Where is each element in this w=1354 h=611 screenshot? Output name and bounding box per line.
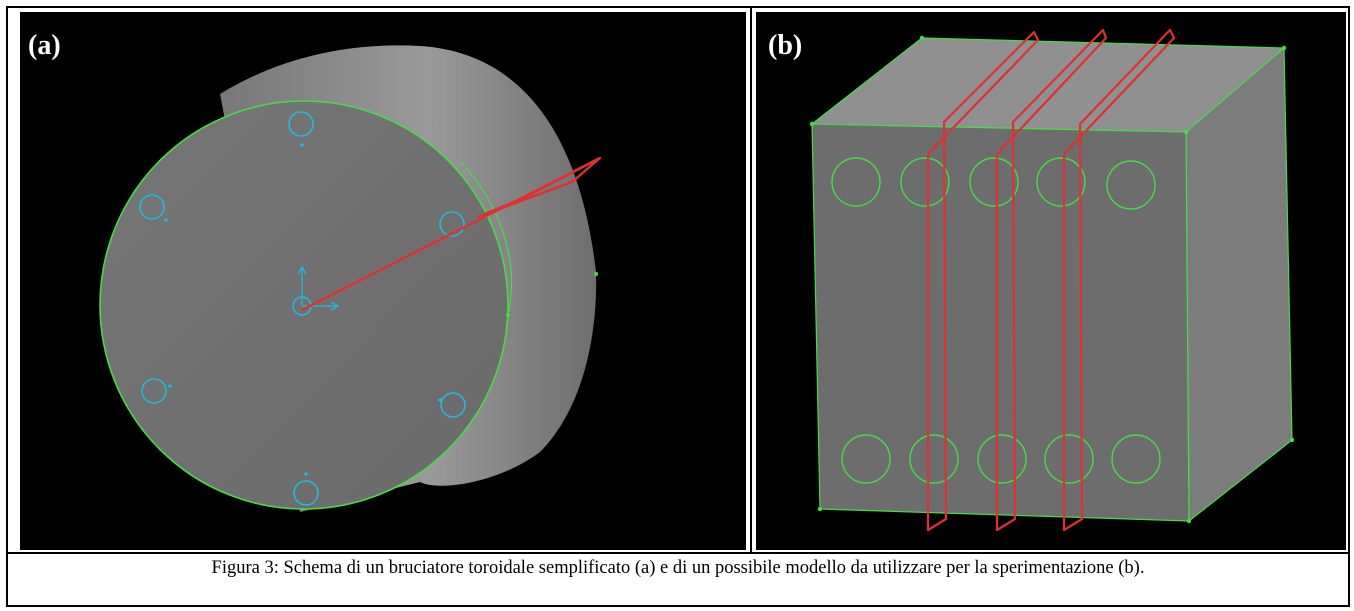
block-model-icon xyxy=(809,28,1295,532)
figure-table: (a) xyxy=(6,6,1350,607)
panel-a-label: (a) xyxy=(28,30,61,61)
figure-caption: Figura 3: Schema di un bruciatore toroid… xyxy=(211,558,1145,578)
figure-panel-b: (b) xyxy=(756,12,1346,550)
panel-divider xyxy=(750,8,752,552)
figure-panel-a: (a) xyxy=(20,12,746,550)
caption-divider xyxy=(8,552,1348,554)
cylinder-burner-icon xyxy=(99,45,602,512)
panel-b-label: (b) xyxy=(768,30,803,61)
